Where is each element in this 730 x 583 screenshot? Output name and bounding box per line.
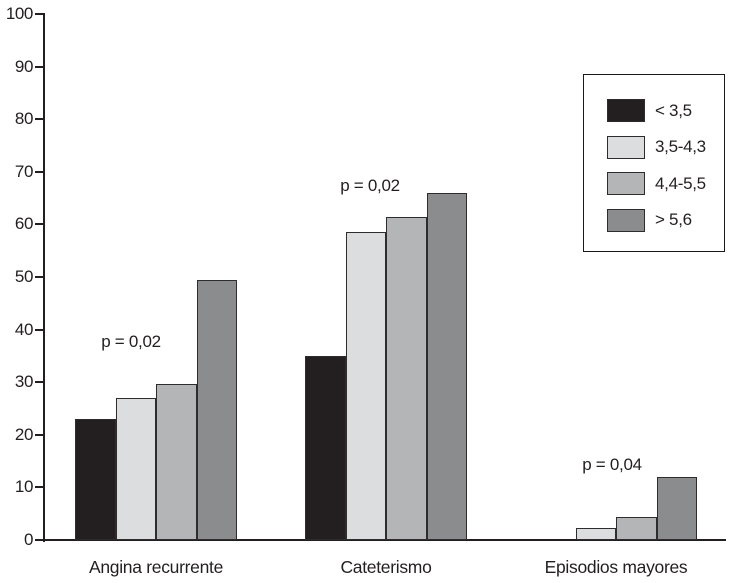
bar	[386, 216, 427, 540]
p-value-annotation: p = 0,04	[582, 455, 642, 474]
bar	[115, 397, 156, 540]
y-tick-label: 80	[14, 109, 34, 129]
y-tick-label: 100	[5, 4, 34, 23]
legend-label: 3,5-4,3	[655, 137, 706, 156]
y-tick-label: 0	[23, 530, 33, 549]
y-tick-label: 50	[14, 267, 34, 286]
y-tick	[35, 539, 43, 541]
x-category-label: Episodios mayores	[544, 557, 688, 577]
x-category-label: Cateterismo	[340, 557, 432, 577]
bar	[656, 476, 697, 540]
bar	[616, 516, 657, 540]
y-tick	[35, 223, 43, 226]
y-tick-label: 60	[14, 214, 34, 234]
y-tick-label: 70	[14, 161, 34, 181]
y-tick	[35, 433, 43, 436]
legend: < 3,5 3,5-4,3 4,4-5,5 > 5,6	[583, 74, 725, 252]
bar	[345, 232, 386, 540]
legend-item: > 5,6	[607, 208, 724, 232]
x-axis	[35, 539, 726, 541]
p-value-annotation: p = 0,02	[101, 332, 161, 351]
legend-swatch	[607, 208, 645, 232]
y-tick-label: 20	[14, 424, 34, 444]
y-tick	[35, 118, 43, 121]
y-tick	[35, 486, 43, 489]
p-value-annotation: p = 0,02	[340, 176, 400, 195]
x-category-label: Angina recurrente	[88, 557, 223, 577]
legend-swatch	[607, 99, 645, 122]
legend-label: < 3,5	[655, 100, 692, 120]
bar	[156, 383, 197, 540]
y-axis	[43, 13, 45, 542]
y-tick	[35, 381, 43, 384]
y-tick-label: 30	[14, 372, 34, 392]
bar	[305, 355, 346, 540]
y-tick	[35, 276, 43, 278]
legend-item: < 3,5	[607, 99, 724, 122]
legend-label: > 5,6	[655, 210, 692, 229]
y-tick-label: 40	[14, 319, 34, 339]
legend-swatch	[607, 172, 645, 195]
y-tick	[35, 170, 43, 173]
legend-item: 3,5-4,3	[607, 135, 724, 159]
bar	[426, 192, 467, 540]
y-tick-label: 90	[14, 56, 34, 76]
bar	[575, 528, 616, 540]
bar	[75, 419, 116, 540]
y-tick-label: 10	[14, 477, 34, 497]
y-tick	[35, 13, 43, 15]
y-tick	[35, 328, 43, 331]
legend-item: 4,4-5,5	[607, 172, 724, 195]
y-tick	[35, 65, 43, 68]
legend-swatch	[607, 135, 645, 159]
bar	[196, 279, 237, 540]
legend-label: 4,4-5,5	[655, 173, 706, 193]
